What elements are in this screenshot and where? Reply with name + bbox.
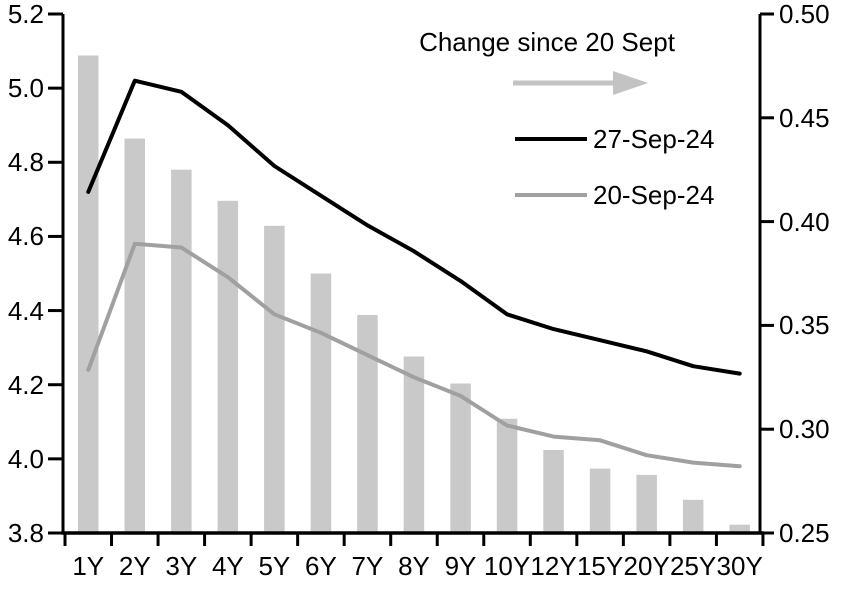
x-axis-label-12Y: 12Y	[530, 551, 577, 581]
left-axis-tick-label-5.0: 5.0	[7, 73, 44, 104]
bar-8Y	[403, 356, 425, 533]
x-axis-label-5Y: 5Y	[258, 551, 291, 581]
legend-label-27-sep: 27-Sep-24	[593, 123, 715, 154]
legend-arrow-label: Change since 20 Sept	[419, 27, 675, 57]
right-axis-tick-label-0.25: 0.25	[779, 518, 830, 548]
line-27-Sep-24	[86, 78, 742, 376]
right-axis-tick-label-0.35: 0.35	[779, 310, 830, 341]
legend-line-swatch-black	[515, 137, 587, 141]
bar-15Y	[589, 468, 611, 533]
bar-25Y	[682, 499, 704, 533]
x-axis-label-20Y: 20Y	[623, 551, 670, 581]
bar-1Y	[78, 55, 99, 533]
bar-10Y	[496, 418, 518, 533]
right-axis-tick-label-0.45: 0.45	[779, 102, 830, 133]
right-axis-tick-label-0.40: 0.40	[779, 206, 830, 237]
right-axis-tick-label-0.30: 0.30	[779, 414, 830, 445]
legend-item-27-sep: 27-Sep-24	[515, 123, 775, 154]
bar-3Y	[171, 169, 192, 533]
x-axis-label-15Y: 15Y	[576, 551, 624, 581]
left-axis-tick-label-4.8: 4.8	[7, 147, 44, 178]
x-axis-label-7Y: 7Y	[351, 551, 384, 581]
bar-12Y	[543, 450, 564, 533]
bar-5Y	[264, 225, 285, 534]
x-axis-label-6Y: 6Y	[305, 551, 337, 581]
bar-2Y	[124, 138, 145, 533]
left-axis-tick-label-5.2: 5.2	[7, 0, 44, 29]
left-axis-tick-label-4.6: 4.6	[7, 221, 44, 252]
x-axis-label-8Y: 8Y	[398, 551, 430, 581]
line-20-Sep-24	[86, 241, 742, 469]
bar-4Y	[217, 200, 239, 534]
left-axis-tick-label-4.2: 4.2	[7, 369, 44, 400]
legend-label-20-sep: 20-Sep-24	[593, 179, 715, 210]
bar-30Y	[729, 524, 750, 533]
bar-9Y	[450, 383, 471, 533]
x-axis-label-4Y: 4Y	[211, 551, 244, 581]
x-axis-label-30Y: 30Y	[716, 551, 763, 581]
legend-item-20-sep: 20-Sep-24	[515, 179, 775, 210]
x-axis-label-1Y: 1Y	[72, 551, 105, 581]
bar-6Y	[310, 273, 332, 533]
left-axis-tick-label-3.8: 3.8	[7, 518, 44, 548]
x-axis-label-25Y: 25Y	[670, 551, 717, 581]
x-axis-label-10Y: 10Y	[483, 551, 531, 581]
bar-7Y	[357, 315, 378, 533]
left-axis-tick-label-4.4: 4.4	[7, 295, 44, 326]
x-axis-label-2Y: 2Y	[118, 551, 151, 581]
right-axis-tick-label-0.50: 0.50	[779, 0, 830, 29]
bar-20Y	[636, 474, 657, 533]
left-axis-tick-label-4.0: 4.0	[7, 443, 44, 474]
legend-line-swatch-gray	[515, 193, 587, 197]
right-arrow-icon-head	[613, 71, 648, 95]
x-axis-label-3Y: 3Y	[165, 551, 198, 581]
x-axis-label-9Y: 9Y	[444, 551, 477, 581]
